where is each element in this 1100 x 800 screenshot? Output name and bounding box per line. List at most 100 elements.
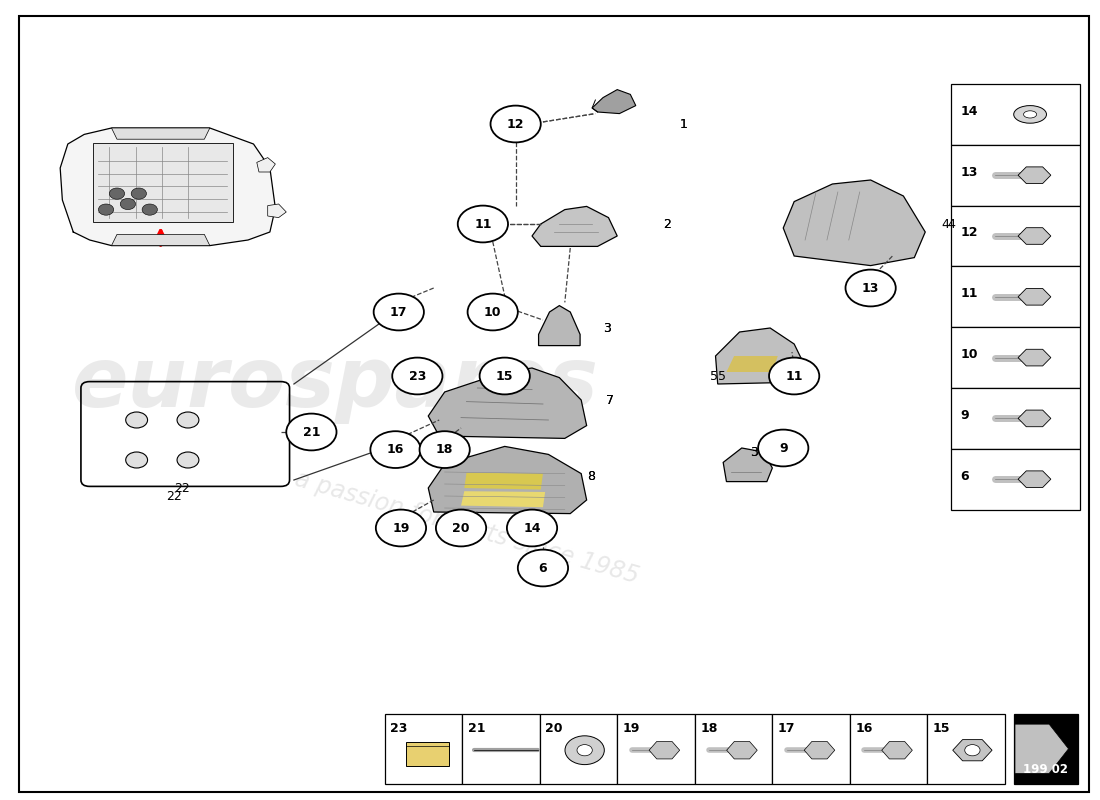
- Bar: [952, 388, 1080, 449]
- Bar: [92, 143, 233, 222]
- Text: 4: 4: [942, 218, 949, 230]
- Circle shape: [468, 294, 518, 330]
- Text: 16: 16: [387, 443, 404, 456]
- Text: 8: 8: [586, 470, 595, 482]
- Polygon shape: [428, 446, 586, 514]
- Text: 11: 11: [785, 370, 803, 382]
- Text: 10: 10: [960, 348, 978, 361]
- Text: 5: 5: [710, 370, 717, 382]
- Text: 3: 3: [750, 446, 758, 458]
- Polygon shape: [1019, 410, 1050, 426]
- Text: 17: 17: [390, 306, 407, 318]
- Circle shape: [965, 745, 980, 756]
- Text: 3: 3: [750, 446, 758, 458]
- Bar: [952, 206, 1080, 266]
- Text: 7: 7: [606, 394, 614, 406]
- Circle shape: [758, 430, 808, 466]
- Bar: [952, 266, 1080, 327]
- Polygon shape: [464, 473, 543, 490]
- Bar: [540, 714, 617, 784]
- Circle shape: [376, 510, 426, 546]
- Polygon shape: [539, 306, 580, 346]
- Circle shape: [578, 745, 592, 756]
- Text: 2: 2: [663, 218, 671, 230]
- Bar: [406, 742, 449, 766]
- Text: 15: 15: [496, 370, 514, 382]
- Circle shape: [436, 510, 486, 546]
- Text: 3: 3: [603, 322, 611, 334]
- Text: 19: 19: [623, 722, 640, 734]
- Circle shape: [769, 358, 820, 394]
- Bar: [462, 714, 540, 784]
- Text: 14: 14: [960, 105, 978, 118]
- Text: 20: 20: [546, 722, 562, 734]
- Polygon shape: [267, 204, 286, 218]
- Circle shape: [458, 206, 508, 242]
- Text: 11: 11: [960, 287, 978, 300]
- Bar: [695, 714, 772, 784]
- Polygon shape: [649, 742, 680, 759]
- Circle shape: [393, 358, 442, 394]
- Circle shape: [507, 510, 558, 546]
- Text: 12: 12: [960, 226, 978, 239]
- Polygon shape: [715, 328, 805, 384]
- Polygon shape: [726, 356, 778, 372]
- Polygon shape: [804, 742, 835, 759]
- Polygon shape: [60, 128, 275, 246]
- Text: 7: 7: [606, 394, 614, 406]
- Text: 23: 23: [390, 722, 407, 734]
- Polygon shape: [1019, 289, 1050, 305]
- Text: 11: 11: [474, 218, 492, 230]
- Bar: [952, 84, 1080, 145]
- Ellipse shape: [1014, 106, 1046, 123]
- Bar: [952, 449, 1080, 510]
- Polygon shape: [256, 158, 275, 172]
- Text: 18: 18: [701, 722, 717, 734]
- Text: 6: 6: [539, 562, 548, 574]
- Text: 9: 9: [779, 442, 788, 454]
- Text: 18: 18: [436, 443, 453, 456]
- Circle shape: [491, 106, 541, 142]
- Polygon shape: [111, 128, 210, 139]
- Text: 15: 15: [933, 722, 950, 734]
- Circle shape: [125, 452, 147, 468]
- Ellipse shape: [1023, 110, 1036, 118]
- Circle shape: [371, 431, 420, 468]
- Bar: [952, 145, 1080, 206]
- Circle shape: [125, 412, 147, 428]
- Circle shape: [518, 550, 568, 586]
- Circle shape: [286, 414, 337, 450]
- Polygon shape: [1019, 228, 1050, 244]
- Circle shape: [177, 452, 199, 468]
- Bar: [772, 714, 850, 784]
- Text: a passion for parts since 1985: a passion for parts since 1985: [292, 467, 641, 589]
- Text: 13: 13: [862, 282, 879, 294]
- Polygon shape: [723, 448, 772, 482]
- Circle shape: [131, 188, 146, 199]
- Polygon shape: [783, 180, 925, 266]
- Polygon shape: [727, 742, 757, 759]
- Bar: [1014, 714, 1078, 784]
- Text: 3: 3: [603, 322, 611, 334]
- Text: 23: 23: [409, 370, 426, 382]
- Circle shape: [120, 198, 135, 210]
- Bar: [385, 714, 462, 784]
- Text: 8: 8: [586, 470, 595, 482]
- Text: 13: 13: [960, 166, 978, 178]
- Polygon shape: [1015, 724, 1068, 774]
- Circle shape: [374, 294, 424, 330]
- Text: 22: 22: [174, 482, 189, 494]
- Circle shape: [565, 736, 604, 765]
- Text: 9: 9: [960, 409, 969, 422]
- Bar: [617, 714, 695, 784]
- Text: 4: 4: [947, 218, 955, 230]
- Text: 17: 17: [778, 722, 795, 734]
- Text: 22: 22: [166, 490, 182, 502]
- Text: 20: 20: [452, 522, 470, 534]
- Text: 16: 16: [856, 722, 872, 734]
- Polygon shape: [592, 90, 636, 114]
- Circle shape: [98, 204, 113, 215]
- Text: 12: 12: [507, 118, 525, 130]
- Polygon shape: [953, 740, 992, 761]
- Text: 1: 1: [680, 118, 688, 130]
